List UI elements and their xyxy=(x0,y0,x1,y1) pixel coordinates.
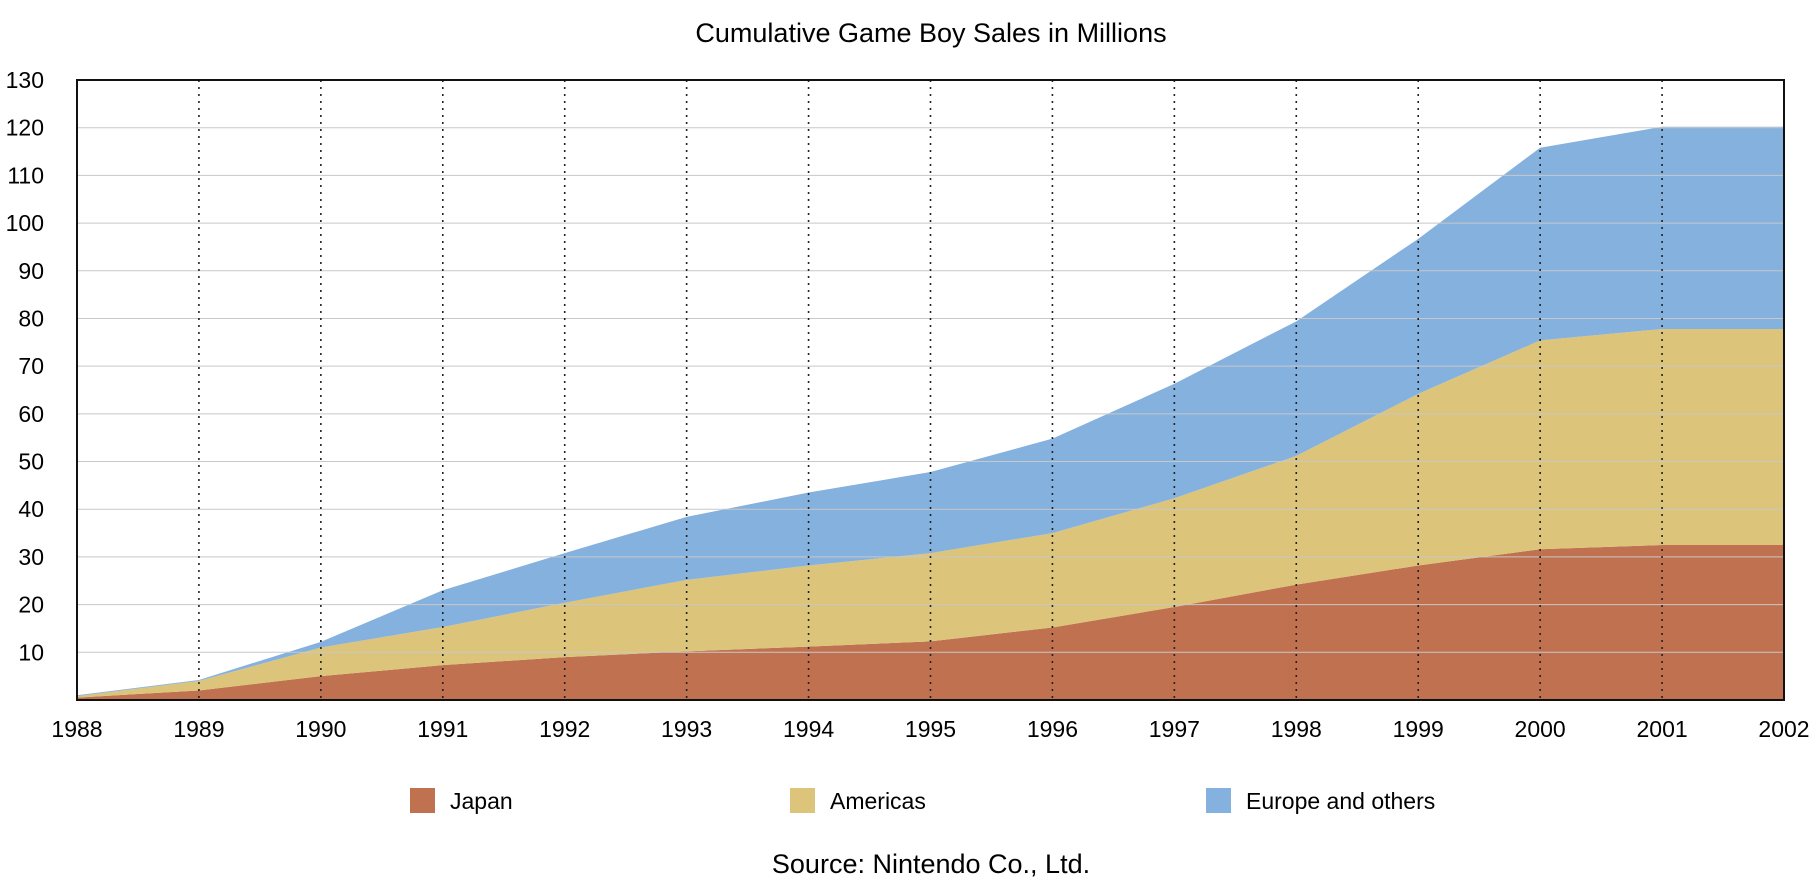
area-series-2 xyxy=(77,126,1784,697)
y-tick-label-0: 10 xyxy=(18,639,44,665)
y-tick-label-9: 100 xyxy=(6,210,44,236)
x-tick-label-9: 1997 xyxy=(1149,716,1200,742)
y-tick-label-5: 60 xyxy=(18,401,44,427)
x-tick-label-7: 1995 xyxy=(905,716,956,742)
legend-label-2: Europe and others xyxy=(1246,788,1435,814)
x-tick-label-6: 1994 xyxy=(783,716,834,742)
y-tick-label-8: 90 xyxy=(18,258,44,284)
x-tick-label-10: 1998 xyxy=(1271,716,1322,742)
x-tick-label-8: 1996 xyxy=(1027,716,1078,742)
chart-source: Source: Nintendo Co., Ltd. xyxy=(772,849,1090,879)
x-tick-label-0: 1988 xyxy=(51,716,102,742)
x-tick-label-5: 1993 xyxy=(661,716,712,742)
y-tick-label-3: 40 xyxy=(18,496,44,522)
plot-frame xyxy=(76,79,1785,701)
x-tick-label-14: 2002 xyxy=(1758,716,1809,742)
x-tick-label-4: 1992 xyxy=(539,716,590,742)
y-tick-label-7: 80 xyxy=(18,305,44,331)
legend-label-0: Japan xyxy=(450,788,513,814)
y-tick-label-6: 70 xyxy=(18,353,44,379)
x-axis-ticks: 1988 1989 1990 1991 1992 1993 1994 1995 1996 1997… xyxy=(51,716,1809,742)
legend-label-1: Americas xyxy=(830,788,926,814)
y-tick-label-12: 130 xyxy=(6,67,44,93)
x-tick-label-13: 2001 xyxy=(1636,716,1687,742)
x-tick-label-2: 1990 xyxy=(295,716,346,742)
x-tick-label-1: 1989 xyxy=(173,716,224,742)
chart-title: Cumulative Game Boy Sales in Millions xyxy=(695,18,1166,48)
y-tick-label-10: 110 xyxy=(7,162,44,188)
x-tick-label-11: 1999 xyxy=(1393,716,1444,742)
y-tick-label-4: 50 xyxy=(18,449,44,475)
legend-item-1: Americas xyxy=(790,788,926,814)
area-series-0 xyxy=(77,545,1784,700)
y-tick-label-2: 30 xyxy=(18,544,44,570)
y-axis-ticks: 10 20 30 40 50 60 70 80 90 100 110 120 130 xyxy=(6,67,44,665)
legend-swatch-0 xyxy=(410,788,435,813)
legend-item-0: Japan xyxy=(410,788,513,814)
legend-swatch-2 xyxy=(1206,788,1231,813)
y-tick-label-11: 120 xyxy=(6,115,44,141)
x-tick-label-3: 1991 xyxy=(417,716,468,742)
legend-item-2: Europe and others xyxy=(1206,788,1435,814)
legend: Japan Americas Europe and others xyxy=(410,788,1435,814)
x-tick-label-12: 2000 xyxy=(1515,716,1566,742)
horizontal-gridlines xyxy=(77,79,1784,653)
vertical-gridlines xyxy=(198,80,1663,700)
y-tick-label-1: 20 xyxy=(18,592,44,618)
legend-swatch-1 xyxy=(790,788,815,813)
